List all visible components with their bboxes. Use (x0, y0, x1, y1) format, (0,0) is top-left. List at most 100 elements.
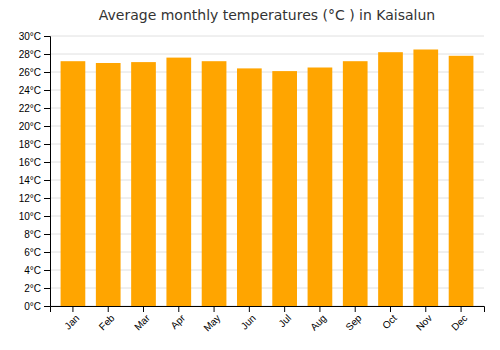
tick-mark (44, 36, 50, 37)
tick-mark (108, 306, 109, 312)
tick: 26°C (19, 67, 50, 78)
tick-label: Dec (449, 312, 469, 332)
tick-mark (44, 126, 50, 127)
tick-mark (44, 180, 50, 181)
tick-label: May (201, 312, 222, 333)
y-axis: 0°C 2°C 4°C 6°C 8°C 10°C 12°C 14°C 16°C 18°C 20°C 2… (19, 31, 51, 312)
tick-mark (249, 306, 250, 312)
grid (50, 36, 484, 306)
tick: Jun (239, 306, 258, 332)
tick: 4°C (24, 265, 50, 276)
tick-label: Feb (97, 312, 117, 332)
tick-label: 6°C (24, 247, 41, 258)
bars (61, 50, 474, 307)
tick: Mar (132, 306, 152, 332)
tick: Nov (414, 306, 434, 333)
tick-label: 4°C (24, 265, 41, 276)
tick: Jul (276, 306, 293, 329)
tick: 8°C (24, 229, 50, 240)
bar (131, 62, 156, 306)
tick: Aug (308, 306, 328, 333)
bar (61, 61, 86, 306)
bar (413, 50, 438, 307)
tick-mark (44, 162, 50, 163)
tick: 24°C (19, 85, 50, 96)
chart: Average monthly temperatures (°C ) in Ka… (0, 0, 500, 350)
tick-label: Mar (132, 312, 152, 332)
tick-mark (425, 306, 426, 312)
tick: 6°C (24, 247, 50, 258)
tick-mark (214, 306, 215, 312)
tick: May (201, 306, 222, 334)
bar (308, 68, 333, 307)
tick-mark (319, 306, 320, 312)
tick-mark (390, 306, 391, 312)
tick-mark (44, 216, 50, 217)
tick-mark (44, 234, 50, 235)
tick-mark (178, 306, 179, 312)
bar (166, 58, 191, 306)
tick: 14°C (19, 175, 50, 186)
bar (343, 61, 368, 306)
tick-mark (44, 306, 50, 307)
tick-mark (44, 90, 50, 91)
tick-label: 0°C (24, 301, 41, 312)
tick: Feb (97, 306, 117, 332)
bar (202, 61, 227, 306)
tick-mark (44, 198, 50, 199)
tick: Jan (62, 306, 81, 332)
tick-mark (143, 306, 144, 312)
tick-label: 28°C (19, 49, 41, 60)
tick-mark (44, 54, 50, 55)
tick: 2°C (24, 283, 50, 294)
tick-mark (44, 252, 50, 253)
axis-line (44, 37, 51, 307)
bar (378, 52, 403, 306)
tick-label: Jul (276, 312, 293, 329)
tick-label: Apr (168, 312, 187, 331)
tick-label: 22°C (19, 103, 41, 114)
x-axis: Jan Feb Mar Apr May Jun Jul Aug Sep Oct Nov Dec (51, 306, 485, 334)
title: Average monthly temperatures (°C ) in Ka… (99, 7, 435, 23)
tick-mark (44, 108, 50, 109)
tick-label: Jun (239, 312, 258, 331)
tick: 0°C (24, 301, 50, 312)
tick-label: 10°C (19, 211, 41, 222)
tick-mark (44, 72, 50, 73)
tick: Oct (380, 306, 399, 331)
tick-label: 12°C (19, 193, 41, 204)
tick-label: 2°C (24, 283, 41, 294)
tick-mark (461, 306, 462, 312)
tick-label: Jan (62, 312, 81, 331)
bar (237, 68, 262, 306)
tick-mark (72, 306, 73, 312)
tick-label: Sep (343, 312, 364, 333)
tick: Dec (449, 306, 469, 333)
tick: 28°C (19, 49, 50, 60)
tick-mark (284, 306, 285, 312)
tick-label: Oct (380, 312, 399, 331)
tick-label: 16°C (19, 157, 41, 168)
tick-label: 26°C (19, 67, 41, 78)
tick: 22°C (19, 103, 50, 114)
tick: 20°C (19, 121, 50, 132)
tick: Sep (343, 306, 364, 333)
bar (272, 71, 297, 306)
tick: 12°C (19, 193, 50, 204)
tick-label: 24°C (19, 85, 41, 96)
tick-label: 20°C (19, 121, 41, 132)
tick-mark (44, 288, 50, 289)
bar (449, 56, 474, 306)
bar (96, 63, 121, 306)
tick-mark (44, 144, 50, 145)
tick-label: 30°C (19, 31, 41, 42)
tick-label: 14°C (19, 175, 41, 186)
tick: 18°C (19, 139, 50, 150)
tick: 16°C (19, 157, 50, 168)
tick-label: Nov (414, 312, 434, 332)
tick: 10°C (19, 211, 50, 222)
tick: 30°C (19, 31, 50, 42)
tick-mark (44, 270, 50, 271)
tick: Apr (168, 306, 187, 331)
tick-mark (355, 306, 356, 312)
